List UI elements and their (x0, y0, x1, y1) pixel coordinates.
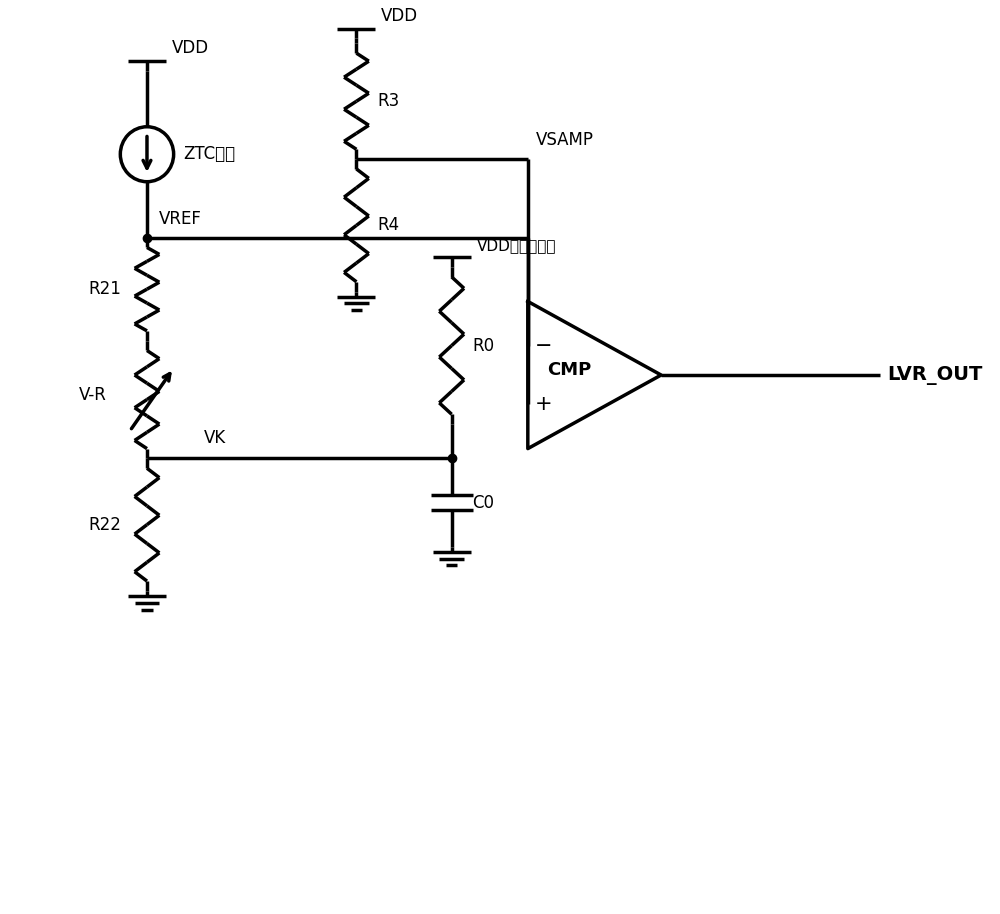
Text: VREF: VREF (158, 210, 201, 228)
Text: R3: R3 (377, 92, 400, 111)
Text: +: + (534, 395, 552, 414)
Text: VDD: VDD (381, 6, 418, 25)
Text: R21: R21 (88, 281, 121, 298)
Text: R22: R22 (88, 515, 121, 534)
Text: VDD: VDD (172, 39, 209, 57)
Text: V-R: V-R (78, 386, 106, 404)
Text: LVR_OUT: LVR_OUT (888, 366, 983, 385)
Text: VSAMP: VSAMP (535, 132, 593, 149)
Text: VDD或其他电平: VDD或其他电平 (476, 239, 556, 253)
Text: R4: R4 (377, 217, 400, 234)
Text: C0: C0 (473, 494, 495, 512)
Text: R0: R0 (473, 336, 495, 355)
Text: CMP: CMP (547, 361, 591, 379)
Text: ZTC电流: ZTC电流 (183, 145, 235, 164)
Text: −: − (534, 335, 552, 356)
Text: VK: VK (204, 429, 226, 447)
